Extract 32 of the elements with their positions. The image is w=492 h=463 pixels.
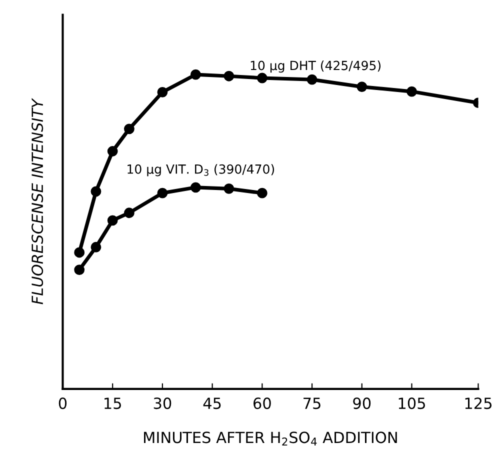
point bbox=[90, 186, 102, 197]
point bbox=[107, 146, 118, 156]
series-label: 10 μg DHT (425/495) bbox=[250, 60, 381, 73]
point bbox=[90, 242, 102, 252]
point bbox=[107, 215, 118, 226]
point bbox=[256, 72, 268, 84]
x-axis-title: MINUTES AFTER H$_{2}$SO$_{4}$ ADDITION bbox=[144, 432, 397, 446]
x-tick-label: 30 bbox=[154, 398, 172, 410]
point bbox=[157, 188, 168, 198]
x-tick-label: 45 bbox=[203, 398, 221, 410]
point bbox=[256, 188, 268, 198]
point bbox=[190, 69, 201, 80]
point bbox=[190, 182, 201, 193]
x-tick-label: 60 bbox=[254, 398, 271, 410]
x-tick-label: 75 bbox=[304, 398, 320, 410]
point bbox=[356, 82, 368, 92]
point bbox=[157, 86, 168, 98]
series-label: 10 μg VIT. D$_{3}$ (390/470) bbox=[128, 164, 274, 176]
y-axis-title: FLUORESCENSE INTENSITY bbox=[32, 98, 44, 304]
x-tick-label: 90 bbox=[353, 398, 371, 410]
x-tick-label: 0 bbox=[58, 398, 67, 410]
point bbox=[306, 74, 318, 85]
point bbox=[124, 124, 134, 134]
x-tick-label: 125 bbox=[465, 398, 492, 410]
point bbox=[224, 183, 234, 194]
point bbox=[74, 247, 85, 258]
x-tick-label: 105 bbox=[398, 398, 425, 410]
point bbox=[124, 208, 134, 218]
x-tick-label: 15 bbox=[104, 398, 121, 410]
point bbox=[224, 70, 234, 82]
point bbox=[74, 264, 85, 275]
point bbox=[406, 86, 417, 97]
